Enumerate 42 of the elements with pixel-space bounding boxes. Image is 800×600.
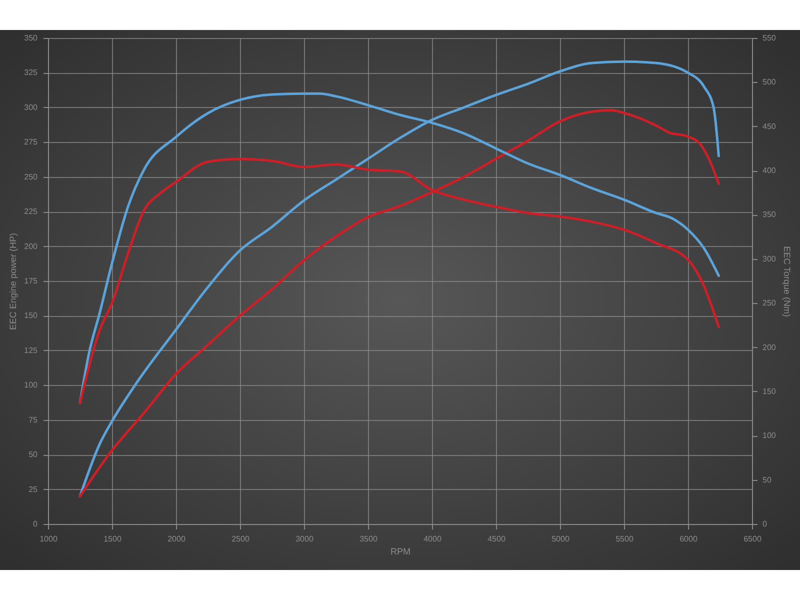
x-tick-label: 2000 [168,534,186,544]
x-tick-label: 3000 [296,534,314,544]
y-tick-label: 100 [24,380,38,390]
y2-tick-label: 400 [762,166,776,176]
y-tick-label: 0 [33,520,38,528]
y-tick-label: 225 [24,207,38,216]
y-tick-label: 250 [24,172,38,182]
y2-tick-label: 500 [762,78,776,87]
x-tick-label: 5500 [616,534,634,544]
y-tick-label: 125 [24,346,38,355]
x-tick-label: 1000 [40,534,58,544]
y2-tick-label: 300 [762,254,776,264]
y2-tick-label: 50 [762,475,772,484]
y-tick-label: 75 [28,415,38,424]
y-axis-title: EEC Engine power (HP) [8,232,18,330]
y2-tick-label: 100 [762,431,776,440]
y-tick-label: 25 [28,484,38,494]
x-tick-label: 4000 [424,534,442,544]
y-tick-label: 300 [24,102,38,112]
x-tick-label: 5000 [552,534,570,544]
y2-tick-label: 450 [762,122,776,131]
y2-tick-label: 350 [762,210,776,220]
x-tick-label: 2500 [232,534,250,544]
x-tick-label: 1500 [104,534,122,544]
y-tick-label: 50 [28,450,38,460]
y2-tick-label: 150 [762,386,776,396]
x-tick-label: 6500 [744,534,762,544]
y-tick-label: 200 [24,242,38,251]
y2-tick-label: 250 [762,298,776,308]
y-tick-label: 275 [24,138,38,147]
y2-tick-label: 200 [762,342,776,352]
x-tick-label: 3500 [360,534,378,544]
y-tick-label: 175 [24,276,38,286]
y-tick-label: 150 [24,311,38,320]
y2-axis-title: EEC Torque (Nm) [782,246,792,317]
x-tick-label: 4500 [488,534,506,544]
x-tick-label: 6000 [680,534,698,544]
x-axis-title: RPM [390,546,410,556]
y-tick-label: 325 [24,68,38,78]
y2-tick-label: 0 [762,520,768,528]
y2-tick-label: 550 [762,34,776,42]
y-tick-label: 350 [24,34,38,42]
